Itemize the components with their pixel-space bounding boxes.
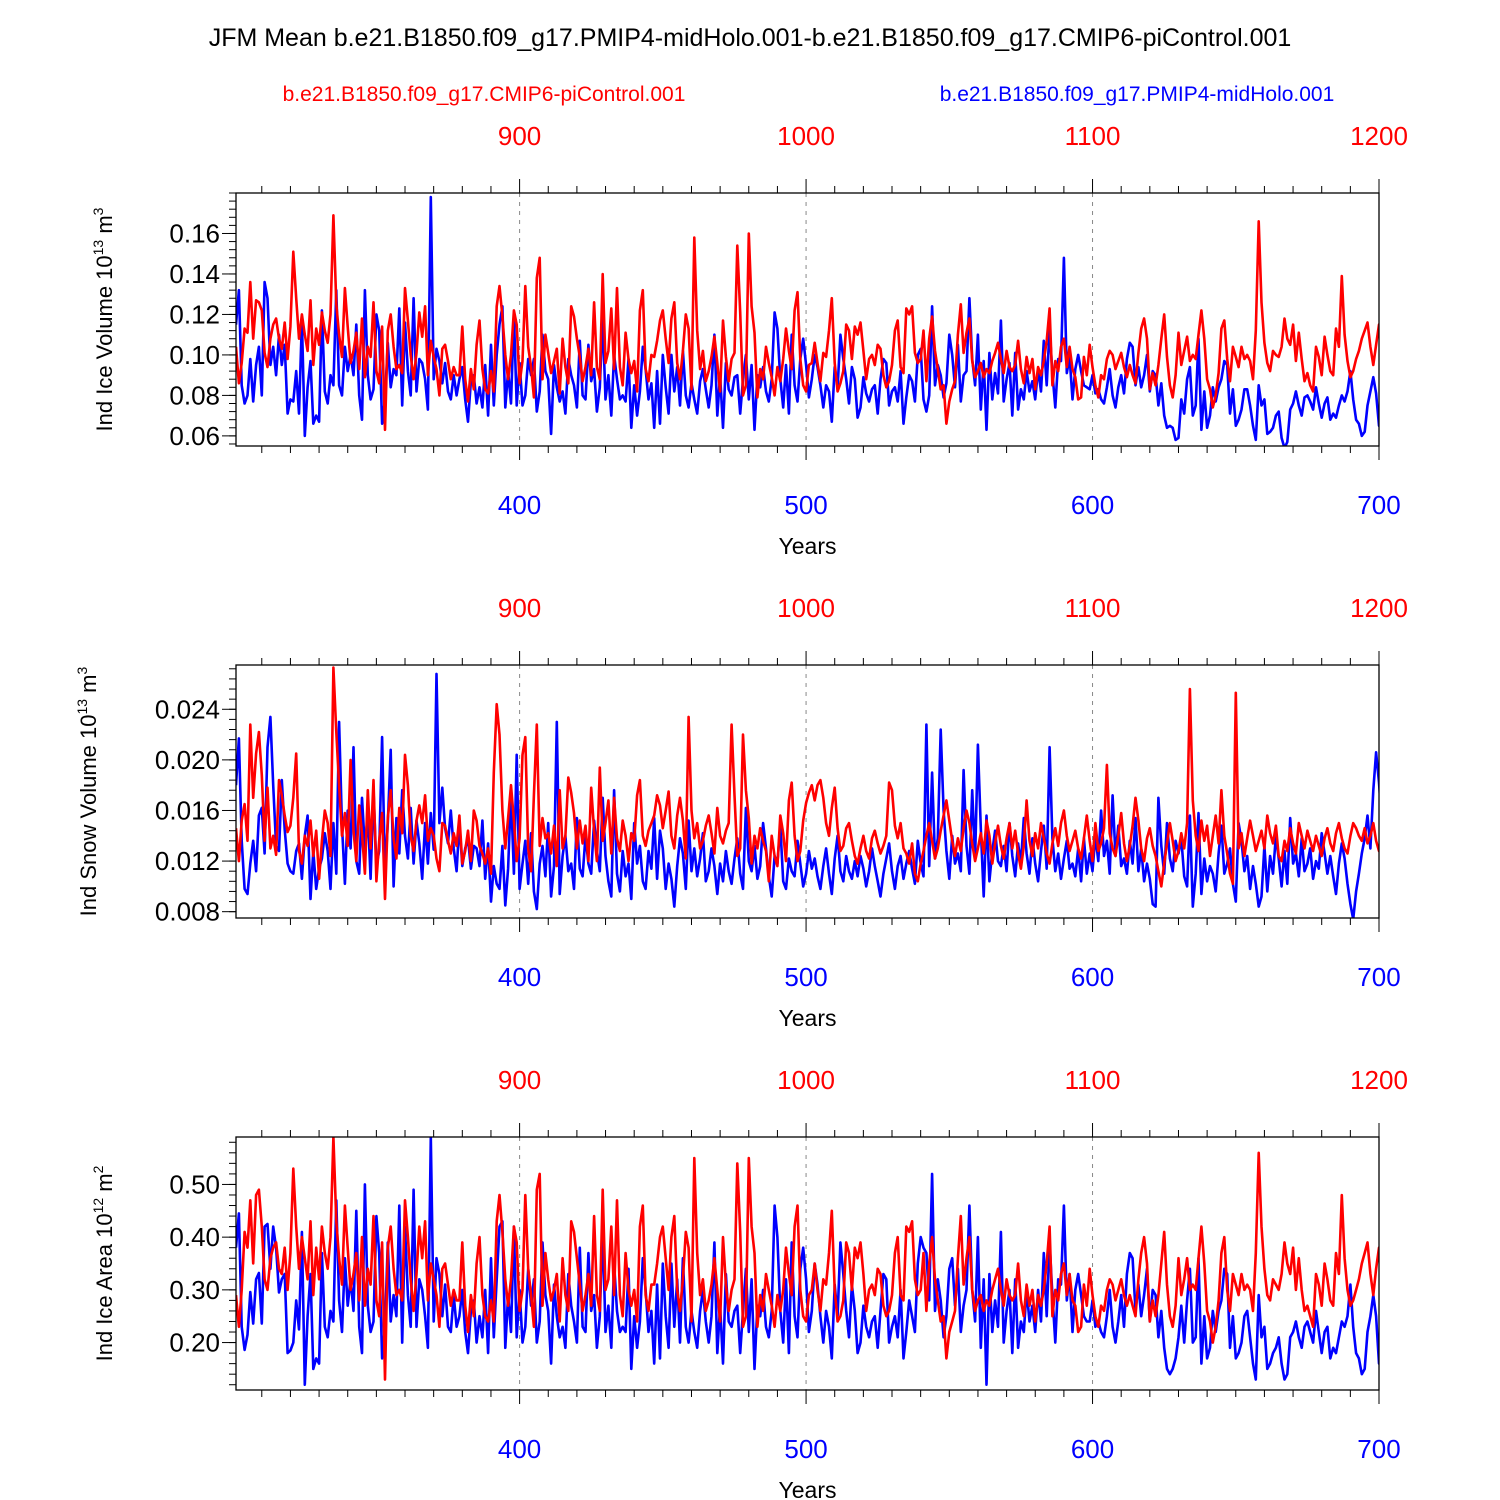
y-axis-label-unit: m [76,674,101,698]
top-tick-label: 900 [498,121,541,151]
y-tick-label: 0.016 [155,795,220,825]
y-axis-label-exponent: 13 [74,699,90,715]
y-tick-label: 0.10 [169,340,220,370]
y-tick-label: 0.08 [169,380,220,410]
y-tick-label: 0.06 [169,421,220,451]
top-tick-label: 1200 [1350,1065,1408,1095]
x-axis-label: Years [779,1005,837,1031]
legend-red-label: b.e21.B1850.f09_g17.CMIP6-piControl.001 [283,83,686,106]
top-tick-label: 1100 [1065,593,1121,623]
y-axis-label-unit-exponent: 2 [90,1165,106,1173]
y-axis-label-exponent: 13 [90,240,106,256]
x-tick-label: 400 [498,490,541,520]
x-tick-label: 500 [784,962,827,992]
top-tick-label: 900 [498,593,541,623]
y-axis-label-text: Ind Snow Volume 10 [76,715,101,917]
x-tick-label: 600 [1071,962,1114,992]
plot-frame [235,664,1380,919]
y-tick-label: 0.40 [169,1222,220,1252]
top-tick-label: 1000 [777,1065,835,1095]
y-axis-label-text: Ind Ice Area 10 [92,1213,117,1361]
y-tick-label: 0.30 [169,1275,220,1305]
plot-frame [235,192,1380,447]
y-tick-label: 0.012 [155,846,220,876]
top-tick-label: 900 [498,1065,541,1095]
y-tick-label: 0.024 [155,694,220,724]
top-tick-label: 1200 [1350,593,1408,623]
x-tick-label: 600 [1071,1434,1114,1464]
y-axis-label-unit: m [92,215,117,239]
y-tick-label: 0.50 [169,1169,220,1199]
legend-blue-label: b.e21.B1850.f09_g17.PMIP4-midHolo.001 [940,83,1335,106]
top-tick-label: 1200 [1350,121,1408,151]
panel-3: 400 500 600 700 900 1000 1100 1200 0.20 0.30 0.40 0… [90,1065,1408,1500]
y-axis-label: Ind Snow Volume 1013 m3 [74,666,101,916]
y-axis-label-text: Ind Ice Volume 10 [92,255,117,431]
y-tick-label: 0.12 [169,299,220,329]
top-tick-label: 1000 [777,121,835,151]
y-tick-label: 0.20 [169,1328,220,1358]
series-line-red [236,214,1379,432]
y-axis-label-exponent: 12 [90,1198,106,1214]
series-line-red [236,666,1379,901]
y-axis-label-unit-exponent: 3 [90,207,106,215]
figure-title: JFM Mean b.e21.B1850.f09_g17.PMIP4-midHo… [209,24,1292,52]
y-axis-label-unit: m [92,1173,117,1197]
plot-frame [235,1136,1380,1391]
y-tick-label: 0.008 [155,897,220,927]
y-axis-label-unit-exponent: 3 [74,666,90,674]
y-tick-label: 0.14 [169,259,220,289]
series-line-red [236,1137,1379,1381]
top-tick-label: 1000 [777,593,835,623]
panel-1: 400 500 600 700 900 1000 1100 1200 0.06 0.08 0.10 0… [90,121,1408,559]
y-axis-label: Ind Ice Volume 1013 m3 [90,207,117,431]
y-tick-label: 0.020 [155,745,220,775]
panel-2: 400 500 600 700 900 1000 1100 1200 0.008 0.012 0.0… [74,593,1408,1031]
x-tick-label: 700 [1357,962,1400,992]
top-tick-label: 1100 [1065,121,1121,151]
top-tick-label: 1100 [1065,1065,1121,1095]
x-tick-label: 400 [498,1434,541,1464]
y-axis-label: Ind Ice Area 1012 m2 [90,1165,117,1361]
x-tick-label: 500 [784,490,827,520]
series-line-blue [236,672,1379,918]
x-tick-label: 700 [1357,1434,1400,1464]
chart-panels: 400 500 600 700 900 1000 1100 1200 0.06 0.08 0.10 0… [74,121,1408,1500]
x-tick-label: 600 [1071,490,1114,520]
x-axis-label: Years [779,1477,837,1500]
x-tick-label: 500 [784,1434,827,1464]
x-tick-label: 400 [498,962,541,992]
x-axis-label: Years [779,533,837,559]
y-tick-label: 0.16 [169,218,220,248]
x-tick-label: 700 [1357,490,1400,520]
